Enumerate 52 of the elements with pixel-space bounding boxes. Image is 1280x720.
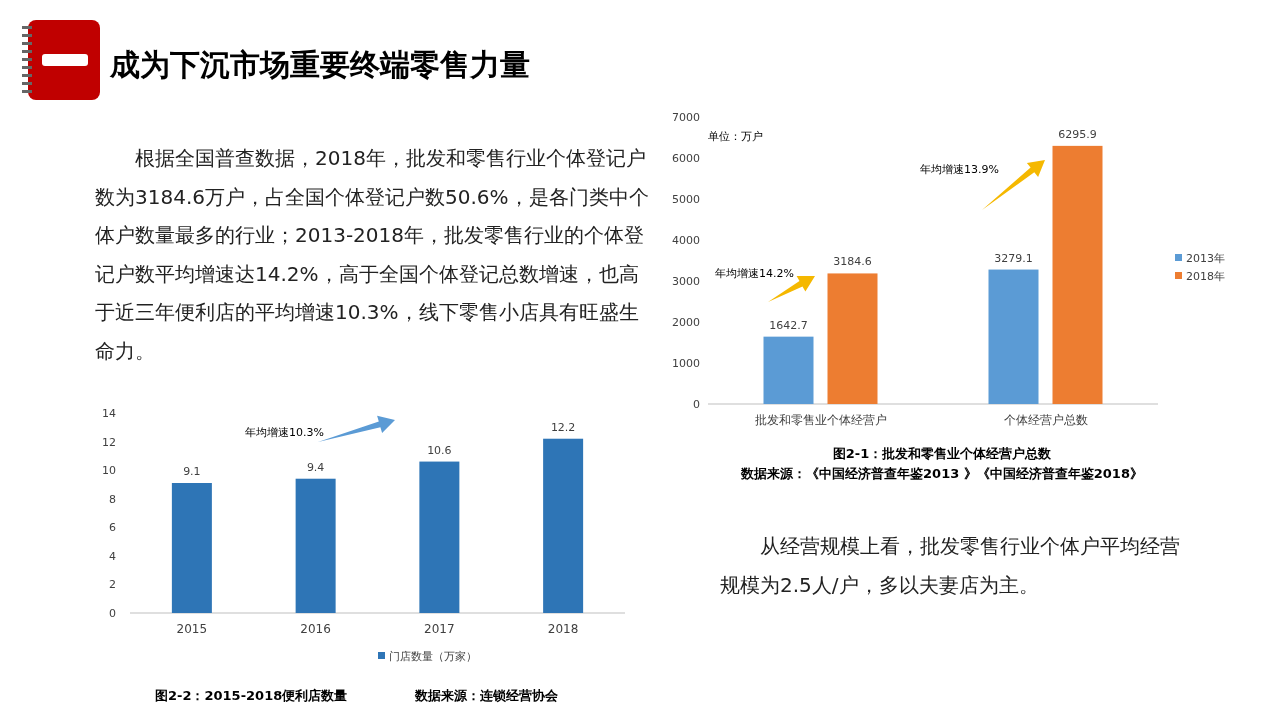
data-label: 10.6 [427, 443, 452, 457]
legend-label: 门店数量（万家） [389, 650, 477, 663]
text: 根据全国普查数据，2018年，批发和零售行业个体登记户数为3184.6万户，占全国个体登记户数50.6%，是各门类中个体户数量最多的行业；2013-2018年，批发零售行业的个体登记户数平均增速达14.2%，高于全国个体登记总数增速，也高于近三年便利店的平均增速10.3%，线下零售小店具有旺盛生命力。 [95, 146, 649, 363]
annotation: 年均增速14.2% [715, 267, 794, 280]
x-tick-label: 批发和零售业个体经营户 [754, 413, 887, 427]
annotation: 年均增速13.9% [920, 163, 999, 176]
text: 成为下沉市场重要终端零售力量 [109, 47, 530, 82]
y-tick-label: 2 [109, 578, 116, 592]
bar [827, 273, 878, 404]
y-tick-label: 6000 [672, 152, 700, 165]
annotation: 单位：万户 [708, 130, 763, 143]
y-tick-label: 6 [109, 521, 116, 535]
legend-label: 2013年 [1186, 252, 1225, 265]
data-label: 1642.7 [769, 318, 808, 332]
bar [295, 478, 336, 613]
data-label: 12.2 [550, 420, 576, 434]
bar [1052, 145, 1103, 404]
y-tick-label: 1000 [672, 357, 700, 370]
y-tick-label: 7000 [672, 111, 700, 124]
y-tick-label: 8 [109, 492, 116, 506]
bar [763, 336, 814, 404]
y-tick-label: 2000 [672, 316, 700, 329]
data-label: 3184.6 [833, 255, 872, 269]
data-label: 6295.9 [1058, 127, 1097, 141]
y-tick-label: 0 [109, 607, 116, 620]
text: 图2-2：2015-2018便利店数量 [155, 688, 348, 703]
y-tick-label: 4 [109, 549, 116, 563]
x-tick-label: 2016 [300, 622, 331, 636]
y-tick-label: 0 [693, 398, 700, 411]
x-tick-label: 2017 [424, 622, 455, 636]
legend-label: 2018年 [1186, 270, 1225, 283]
data-label: 9.4 [306, 460, 325, 474]
y-tick-label: 5000 [672, 193, 700, 206]
x-tick-label: 2018 [547, 622, 579, 636]
y-tick-label: 3000 [672, 275, 700, 288]
bar [988, 269, 1039, 404]
bar [419, 461, 460, 613]
y-tick-label: 10 [102, 464, 116, 478]
y-tick-label: 12 [102, 435, 116, 449]
bar [543, 438, 584, 613]
y-tick-label: 14 [102, 407, 116, 420]
bar [171, 483, 212, 613]
x-tick-label: 个体经营户总数 [1003, 413, 1088, 427]
source-note: 数据来源：《中国经济普查年鉴2013 》《中国经济普查年鉴2018》 [740, 466, 1143, 481]
x-tick-label: 2015 [176, 622, 208, 636]
data-label: 3279.1 [994, 251, 1033, 265]
source-note: 数据来源：连锁经营协会 [414, 688, 559, 703]
data-label: 9.1 [183, 465, 201, 478]
annotation: 年均增速10.3% [245, 426, 324, 439]
text: 图2-1：批发和零售业个体经营户总数 [832, 446, 1053, 461]
y-tick-label: 4000 [672, 234, 700, 247]
text: 从经营规模上看，批发零售行业个体户平均经营规模为2.5人/户，多以夫妻店为主。 [720, 534, 1180, 597]
